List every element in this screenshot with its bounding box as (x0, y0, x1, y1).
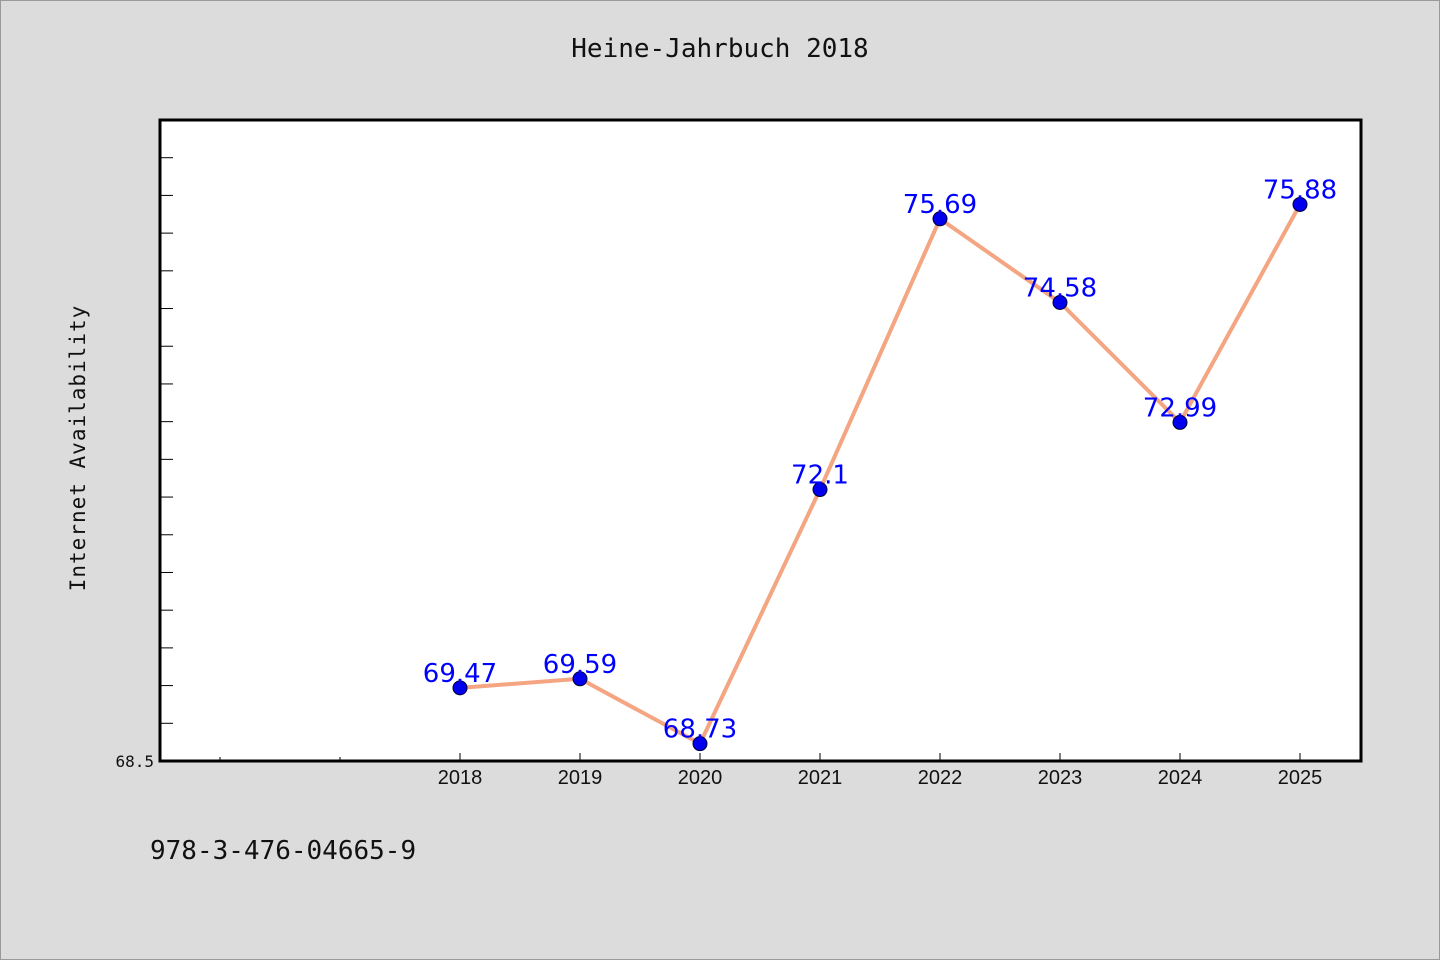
data-labels: 69.47 69.59 68.73 72.1 75.69 74.58 72.99 75.88 (423, 175, 1337, 744)
data-label: 75.88 (1263, 175, 1337, 205)
x-axis-ticks: 2018 2019 2020 2021 2022 2023 2024 2025 (219, 753, 1323, 789)
data-point (932, 211, 948, 227)
data-point (572, 671, 588, 687)
x-tick-label: 2018 (438, 767, 483, 789)
data-point (1292, 196, 1308, 212)
isbn-footnote: 978-3-476-04665-9 (150, 836, 417, 866)
x-tick-label: 2019 (558, 767, 603, 789)
data-label: 69.47 (423, 659, 497, 689)
data-points (452, 196, 1308, 752)
data-point (812, 482, 828, 498)
data-label: 69.59 (543, 650, 617, 680)
data-point (1052, 294, 1068, 310)
x-tick-label: 2022 (918, 767, 963, 789)
data-point (692, 736, 708, 752)
chart-title: Heine-Jahrbuch 2018 (571, 34, 869, 64)
x-tick-label: 2024 (1158, 767, 1203, 789)
data-point (452, 680, 468, 696)
data-label: 68.73 (663, 715, 737, 745)
series-line (459, 203, 1302, 746)
x-tick-label: 2021 (798, 767, 843, 789)
y-tick-label: 68.5 (115, 752, 154, 771)
data-point (1172, 414, 1188, 430)
x-tick-label: 2023 (1038, 767, 1083, 789)
y-axis-ticks: 68.5 (115, 157, 173, 771)
data-label: 75.69 (903, 190, 977, 220)
x-tick-label: 2020 (678, 767, 723, 789)
data-label: 72.99 (1143, 393, 1217, 423)
x-tick-label: 2025 (1278, 767, 1323, 789)
data-label: 72.1 (791, 461, 849, 491)
plot-area (158, 118, 1363, 763)
data-label: 74.58 (1023, 273, 1097, 303)
